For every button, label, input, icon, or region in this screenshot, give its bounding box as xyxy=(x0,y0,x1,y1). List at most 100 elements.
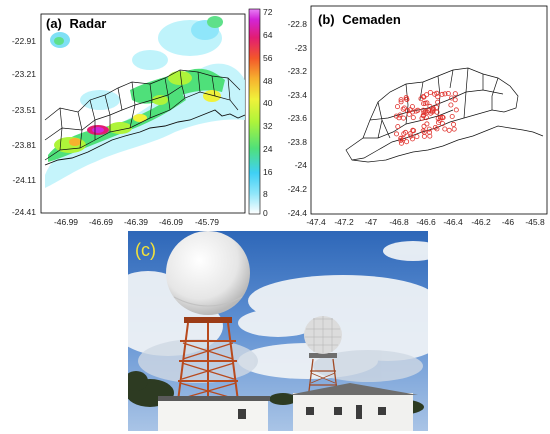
radar-echo-layer xyxy=(44,16,245,189)
rain-gauge-marker xyxy=(404,139,410,145)
rain-gauge-marker xyxy=(405,108,411,114)
radar-map-svg: -22.91 -23.21 -23.51 -23.81 -24.11 -24.4… xyxy=(12,7,273,227)
rain-gauge-marker xyxy=(414,134,420,140)
rain-gauge-marker xyxy=(403,95,409,101)
radar-y-tick: -23.81 xyxy=(12,140,36,150)
rain-gauge-marker xyxy=(395,104,401,110)
rain-gauge-marker xyxy=(427,90,433,96)
cemaden-panel-title-text: (b) Cemaden xyxy=(318,12,401,27)
colorbar-tick: 16 xyxy=(263,167,273,177)
rain-gauge-marker xyxy=(398,135,404,141)
cemaden-y-tick: -22.8 xyxy=(288,19,308,29)
rain-gauge-marker xyxy=(420,107,426,113)
rain-gauge-marker xyxy=(427,103,433,109)
rain-gauge-marker xyxy=(427,133,433,139)
rain-gauge-marker xyxy=(394,131,400,137)
rain-gauge-marker xyxy=(422,100,428,106)
radar-y-tick: -24.11 xyxy=(13,175,37,185)
colorbar-tick: 24 xyxy=(263,144,273,154)
rain-gauge-marker xyxy=(426,108,432,114)
cemaden-x-tick: -47 xyxy=(365,217,378,227)
radar-colorbar: 72 64 56 48 40 32 24 16 8 0 xyxy=(248,7,273,218)
rain-gauge-marker xyxy=(434,126,440,132)
radar-x-tick: -46.99 xyxy=(54,217,78,227)
rain-gauge-marker xyxy=(426,126,432,132)
rain-gauge-marker xyxy=(433,105,439,111)
rain-gauge-marker xyxy=(437,115,443,121)
colorbar-tick: 40 xyxy=(263,98,273,108)
rain-gauge-marker xyxy=(453,107,459,113)
radar-y-axis: -22.91 -23.21 -23.51 -23.81 -24.11 -24.4… xyxy=(12,36,36,217)
rain-gauge-marker xyxy=(401,105,407,111)
rain-gauge-marker xyxy=(439,91,445,97)
radar-map-panel: -22.91 -23.21 -23.51 -23.81 -24.11 -24.4… xyxy=(0,0,275,228)
cemaden-x-tick: -46.6 xyxy=(416,217,436,227)
rain-gauge-marker xyxy=(421,123,427,129)
rain-gauge-marker xyxy=(420,128,426,134)
radar-x-tick: -46.09 xyxy=(159,217,183,227)
cemaden-x-tick: -47.4 xyxy=(306,217,326,227)
rain-gauge-marker xyxy=(435,99,441,105)
radar-y-tick: -22.91 xyxy=(12,36,36,46)
cemaden-y-tick: -23.2 xyxy=(288,66,308,76)
rain-gauge-marker xyxy=(434,109,440,115)
rain-gauge-marker xyxy=(448,102,454,108)
colorbar-tick: 56 xyxy=(263,53,273,63)
cemaden-x-tick: -45.8 xyxy=(525,217,545,227)
cemaden-x-tick: -46.8 xyxy=(389,217,409,227)
cemaden-x-tick: -46.2 xyxy=(471,217,491,227)
cemaden-gauges xyxy=(393,90,459,146)
rain-gauge-marker xyxy=(407,131,413,137)
rain-gauge-marker xyxy=(400,106,406,112)
cemaden-y-tick: -23 xyxy=(295,43,308,53)
rain-gauge-marker xyxy=(395,124,401,130)
colorbar-tick: 8 xyxy=(263,189,268,199)
radar-x-tick: -45.79 xyxy=(195,217,219,227)
rain-gauge-marker xyxy=(437,117,443,123)
rain-gauge-marker xyxy=(449,95,455,101)
radar-y-tick: -24.41 xyxy=(12,207,36,217)
cemaden-panel-title: Cemaden xyxy=(342,12,401,27)
cemaden-y-tick: -24 xyxy=(295,160,308,170)
colorbar-tick: 0 xyxy=(263,208,268,218)
photo-panel-label: (c) xyxy=(135,240,156,260)
cemaden-x-tick: -47.2 xyxy=(334,217,354,227)
radar-tower-photo: (c) xyxy=(128,231,428,431)
cemaden-y-tick: -23.6 xyxy=(288,113,308,123)
rain-gauge-marker xyxy=(410,115,416,121)
radar-x-tick: -46.69 xyxy=(89,217,113,227)
colorbar-tick: 48 xyxy=(263,76,273,86)
colorbar-tick: 64 xyxy=(263,30,273,40)
rain-gauge-marker xyxy=(401,136,407,142)
rain-gauge-marker xyxy=(450,121,456,127)
cemaden-y-tick: -24.2 xyxy=(288,184,308,194)
rain-gauge-marker xyxy=(446,127,452,133)
radar-panel-label: (a) xyxy=(46,16,62,31)
rain-gauge-marker xyxy=(398,99,404,105)
radar-panel-title: Radar xyxy=(70,16,107,31)
radar-x-tick: -46.39 xyxy=(124,217,148,227)
rain-gauge-marker xyxy=(435,94,441,100)
radar-y-tick: -23.51 xyxy=(12,105,36,115)
colorbar-tick: 72 xyxy=(263,7,273,17)
rain-gauge-marker xyxy=(398,97,404,103)
colorbar-tick: 32 xyxy=(263,121,273,131)
rain-gauge-marker xyxy=(432,125,438,131)
rain-gauge-marker xyxy=(399,140,405,146)
radar-tower-photo-panel: (c) xyxy=(128,231,428,431)
cemaden-map-svg: -22.8 -23 -23.2 -23.4 -23.6 -23.8 -24 -2… xyxy=(288,5,548,227)
rain-gauge-marker xyxy=(410,127,416,133)
rain-gauge-marker xyxy=(420,94,426,100)
rain-gauge-marker xyxy=(410,109,416,115)
cemaden-map-panel: -22.8 -23 -23.2 -23.4 -23.6 -23.8 -24 -2… xyxy=(278,0,550,228)
radar-y-tick: -23.21 xyxy=(12,69,36,79)
rain-gauge-marker xyxy=(420,113,426,119)
cemaden-map-frame xyxy=(310,5,548,215)
cemaden-x-axis: -47.4 -47.2 -47 -46.8 -46.6 -46.4 -46.2 … xyxy=(306,217,545,227)
radar-x-axis: -46.99 -46.69 -46.39 -46.09 -45.79 xyxy=(54,217,219,227)
rain-gauge-marker xyxy=(452,91,458,97)
rain-gauge-marker xyxy=(432,91,438,97)
cemaden-x-tick: -46.4 xyxy=(443,217,463,227)
radar-panel-title-text: (a) Radar xyxy=(46,16,106,31)
cemaden-x-tick: -46 xyxy=(502,217,515,227)
